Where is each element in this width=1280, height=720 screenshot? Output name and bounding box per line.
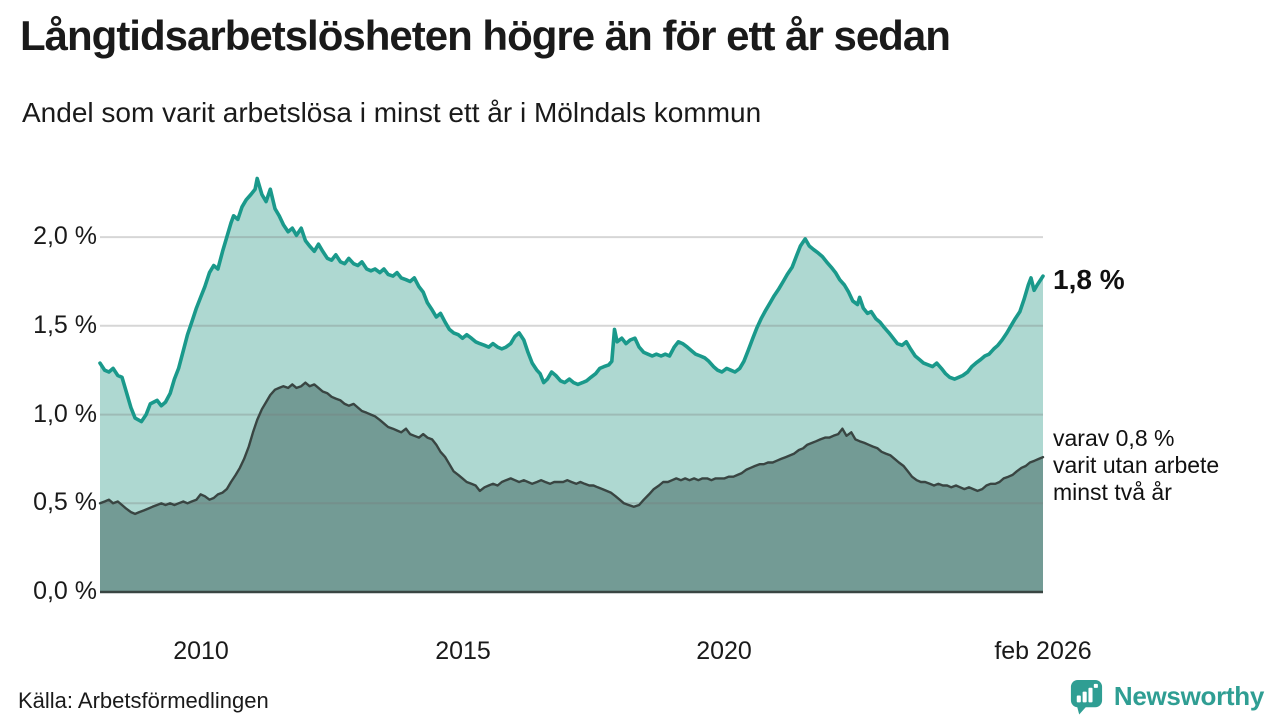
source-caption: Källa: Arbetsförmedlingen (18, 688, 269, 713)
y-axis-tick-label: 2,0 % (33, 221, 97, 250)
newsworthy-brand: Newsworthy (1068, 677, 1264, 716)
series-line-2 (98, 381, 1045, 516)
x-axis-tick-label: 2020 (696, 637, 752, 665)
secondary-label-line: varit utan arbete (1053, 452, 1220, 478)
chart-subtitle: Andel som varit arbetslösa i minst ett å… (22, 97, 762, 128)
x-axis-tick-label: feb 2026 (994, 637, 1092, 665)
series-line-1 (98, 176, 1045, 424)
secondary-label-line: minst två år (1053, 479, 1172, 505)
gridlines (100, 236, 1043, 505)
series-lines (98, 176, 1045, 516)
area-fill-series-2 (100, 382, 1043, 592)
y-axis-tick-label: 1,5 % (33, 310, 97, 339)
x-axis-tick-label: 2015 (435, 637, 491, 665)
secondary-label-line: varav 0,8 % (1053, 425, 1175, 451)
y-axis-tick-label: 1,0 % (33, 399, 97, 428)
area-fills (100, 178, 1043, 592)
x-axis-tick-label: 2010 (173, 637, 229, 665)
newsworthy-wordmark: Newsworthy (1113, 681, 1264, 711)
y-axis-tick-label: 0,5 % (33, 487, 97, 516)
y-axis-tick-label: 0,0 % (33, 576, 97, 605)
series-end-label-2yr: varav 0,8 % varit utan arbete minst två … (1053, 425, 1219, 506)
chart-title: Långtidsarbetslösheten högre än för ett … (20, 12, 951, 59)
series-end-label-1yr: 1,8 % (1053, 264, 1125, 295)
newsworthy-logo-icon (1070, 679, 1102, 715)
